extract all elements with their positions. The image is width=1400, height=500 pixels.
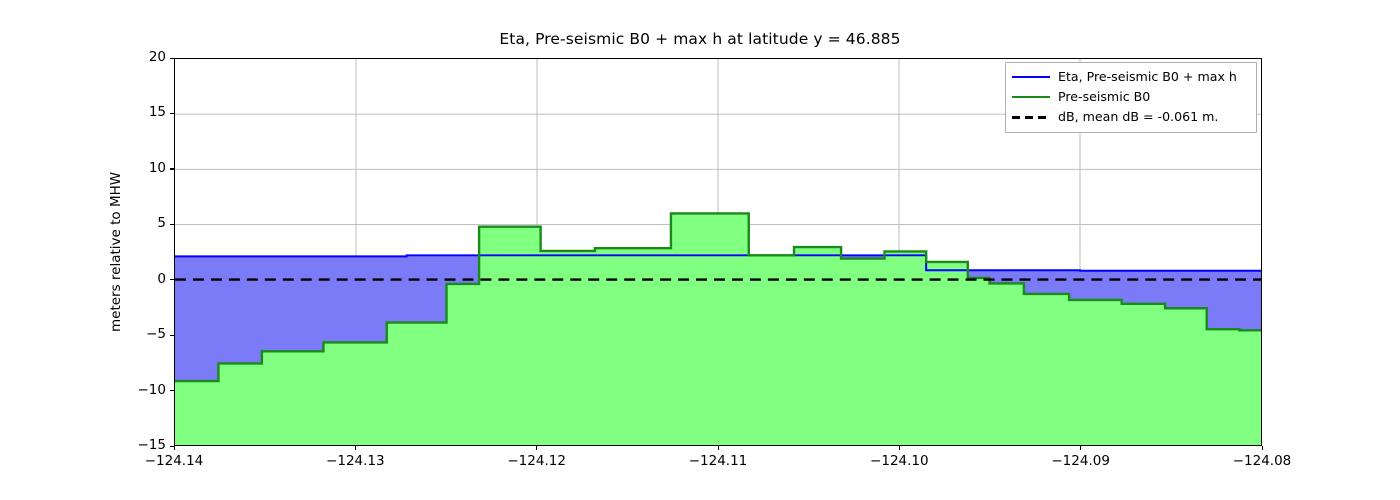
- x-tick-label: −124.12: [507, 453, 566, 469]
- y-tick-mark: [170, 445, 174, 447]
- y-tick-label: −15: [137, 437, 167, 453]
- y-tick-mark: [170, 334, 174, 336]
- x-tick-mark: [1080, 446, 1082, 450]
- y-tick-label: 10: [148, 159, 166, 176]
- x-tick-mark: [1261, 446, 1263, 450]
- y-tick-label: 15: [148, 104, 166, 121]
- y-tick-label: −5: [146, 326, 166, 343]
- legend-label-b0: Pre-seismic B0: [1058, 88, 1151, 104]
- legend: Eta, Pre-seismic B0 + max h Pre-seismic …: [1005, 62, 1257, 133]
- y-tick-mark: [170, 57, 174, 59]
- y-tick-label: 0: [157, 270, 166, 287]
- x-tick-mark: [898, 446, 901, 450]
- y-axis-label: meters relative to MHW: [108, 171, 124, 332]
- data-layer: [175, 59, 1261, 445]
- page-title: Eta, Pre-seismic B0 + max h at latitude …: [499, 30, 901, 48]
- legend-label-db: dB, mean dB = -0.061 m.: [1058, 108, 1219, 124]
- data-svg: [175, 212, 1261, 445]
- legend-item-db: dB, mean dB = -0.061 m.: [1012, 107, 1250, 127]
- legend-label-eta: Eta, Pre-seismic B0 + max h: [1058, 68, 1237, 84]
- x-tick-mark: [536, 446, 538, 450]
- y-tick-label: 20: [148, 49, 166, 65]
- y-tick-mark: [170, 112, 174, 115]
- y-tick-label: −10: [137, 381, 167, 398]
- reference-svg: [175, 278, 1261, 281]
- y-tick-label: 5: [157, 215, 166, 232]
- x-tick-mark: [717, 446, 719, 450]
- legend-swatch-eta-line-icon: [1012, 71, 1050, 83]
- y-tick-mark: [170, 279, 174, 281]
- legend-item-eta: Eta, Pre-seismic B0 + max h: [1012, 67, 1250, 87]
- y-tick-mark: [170, 223, 174, 225]
- legend-swatch-b0-line-icon: [1012, 91, 1050, 103]
- legend-swatch-db-dashed-icon: [1012, 111, 1050, 123]
- legend-item-b0: Pre-seismic B0: [1012, 87, 1250, 107]
- x-tick-mark: [354, 446, 357, 450]
- x-tick-label: −124.09: [1051, 453, 1110, 469]
- x-tick-label: −124.13: [326, 453, 385, 469]
- x-tick-label: −124.10: [870, 453, 929, 469]
- x-tick-mark: [173, 446, 175, 450]
- x-tick-label: −124.08: [1232, 453, 1292, 469]
- x-tick-label: −124.14: [144, 453, 204, 469]
- x-tick-label: −124.11: [688, 453, 748, 469]
- y-tick-mark: [170, 390, 174, 392]
- reference-line-layer: [175, 59, 1261, 445]
- y-tick-mark: [170, 168, 174, 170]
